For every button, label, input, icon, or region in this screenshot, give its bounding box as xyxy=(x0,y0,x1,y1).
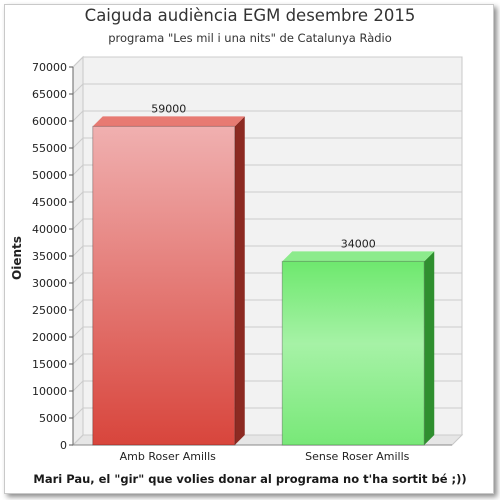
y-axis-title: Oients xyxy=(10,236,24,280)
bar-side xyxy=(234,116,245,446)
x-category-label: Amb Roser Amills xyxy=(120,450,217,463)
gridline-diag xyxy=(72,434,84,446)
data-label: 34000 xyxy=(341,237,376,250)
y-axis: 0 5000 10000 15000 20000 25000 30000 35000 40000… xyxy=(32,61,452,452)
bar-0 xyxy=(92,116,245,446)
gridline-diag xyxy=(72,272,84,284)
y-tick-label: 5000 xyxy=(39,412,67,425)
gridline-diag xyxy=(72,407,84,419)
gridline-diag xyxy=(72,326,84,338)
gridline-diag xyxy=(72,191,84,203)
y-tick-label: 65000 xyxy=(32,88,67,101)
x-category-label: Sense Roser Amills xyxy=(305,450,410,463)
bars xyxy=(92,116,435,446)
y-tick-label: 30000 xyxy=(32,277,67,290)
gridline-diag xyxy=(72,380,84,392)
bar-side xyxy=(424,251,435,445)
y-tick-label: 15000 xyxy=(32,358,67,371)
y-tick-label: 0 xyxy=(60,439,67,452)
y-tick-label: 45000 xyxy=(32,196,67,209)
y-tick-label: 60000 xyxy=(32,115,67,128)
chart-title: Caiguda audiència EGM desembre 2015 xyxy=(84,6,416,25)
y-tick-label: 55000 xyxy=(32,142,67,155)
gridline-diag xyxy=(72,218,84,230)
y-tick-label: 70000 xyxy=(32,61,67,74)
bar-front xyxy=(92,125,236,446)
data-label: 59000 xyxy=(151,102,186,115)
y-tick-label: 50000 xyxy=(32,169,67,182)
gridline-diag xyxy=(72,245,84,257)
gridline-diag xyxy=(72,56,84,68)
footer-note: Mari Pau, el "gir" que volies donar al p… xyxy=(33,472,467,486)
y-tick-label: 20000 xyxy=(32,331,67,344)
labels: 59000 Amb Roser Amills 34000 Sense Roser Am… xyxy=(120,102,410,463)
bar-top xyxy=(92,116,245,127)
y-tick-label: 10000 xyxy=(32,385,67,398)
y-tick-label: 25000 xyxy=(32,304,67,317)
gridline-diag xyxy=(72,299,84,311)
gridline-diag xyxy=(72,137,84,149)
gridline-diag xyxy=(72,110,84,122)
bar-front xyxy=(281,260,425,446)
gridline-diag xyxy=(72,83,84,95)
bar-top xyxy=(282,251,435,262)
bar-1 xyxy=(281,251,435,446)
gridline-diag xyxy=(72,164,84,176)
y-tick-label: 40000 xyxy=(32,223,67,236)
y-tick-label: 35000 xyxy=(32,250,67,263)
gridline-diag xyxy=(72,353,84,365)
chart-subtitle: programa "Les mil i una nits" de Catalun… xyxy=(108,31,392,45)
